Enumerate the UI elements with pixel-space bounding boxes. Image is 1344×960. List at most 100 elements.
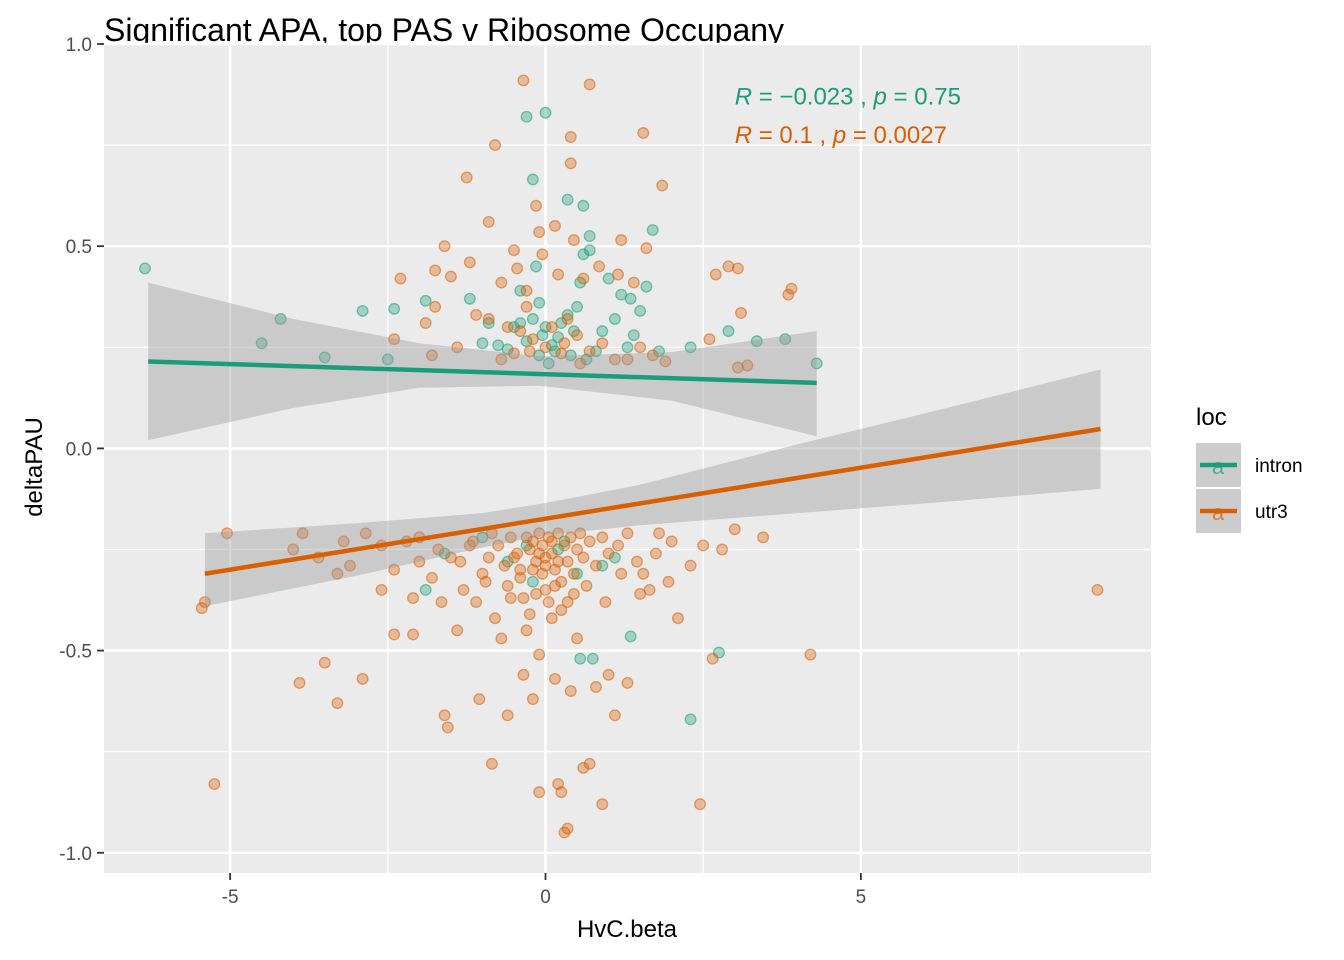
data-point-intron [621,341,634,354]
data-point-utr3 [590,681,602,693]
data-point-intron [779,333,792,346]
x-tick-label: 0 [540,887,551,908]
regression-line-utr3 [204,426,1101,576]
annotation-separator: , [854,84,874,111]
data-point-utr3 [785,282,798,295]
data-point-intron [514,284,527,297]
data-point-utr3 [539,559,552,572]
data-point-utr3 [517,592,530,604]
panel-background [104,44,1151,873]
data-point-utr3 [337,535,350,548]
data-point-utr3 [331,697,344,710]
y-axis-title: deltaPAU [21,417,48,517]
data-point-utr3 [429,300,442,313]
y-tick-label: 0.5 [66,237,92,258]
data-point-utr3 [694,798,706,811]
data-point-intron [608,551,621,564]
data-point-utr3 [296,527,309,540]
data-point-utr3 [526,563,539,576]
data-point-intron [634,304,647,317]
data-point-utr3 [634,588,647,600]
data-point-intron [571,567,583,580]
confidence-band-intron [148,282,817,441]
data-point-utr3 [602,547,615,560]
data-point-utr3 [454,555,467,568]
data-point-intron [627,329,640,342]
data-point-utr3 [520,284,533,297]
data-point-utr3 [426,349,438,362]
data-point-utr3 [567,567,580,580]
data-point-utr3 [530,588,542,600]
data-point-utr3 [615,567,628,580]
data-point-utr3 [558,539,571,552]
data-point-utr3 [539,551,552,564]
regression-line-intron [148,359,817,386]
data-point-utr3 [612,268,624,281]
data-point-utr3 [438,240,451,253]
data-point-intron [552,543,565,556]
data-point-utr3 [501,579,514,592]
data-point-utr3 [467,535,479,548]
data-point-utr3 [593,260,606,273]
data-point-utr3 [208,778,221,790]
legend-label-utr3: utr3 [1255,502,1288,523]
data-point-utr3 [577,551,590,564]
data-point-utr3 [697,539,710,552]
data-point-utr3 [722,260,735,273]
data-point-utr3 [195,602,208,615]
y-tick-label: 1.0 [66,35,92,56]
data-point-utr3 [318,656,331,669]
data-point-utr3 [198,596,211,609]
data-point-intron [561,308,574,321]
data-point-intron [586,652,599,665]
data-point-intron [684,341,697,354]
data-point-utr3 [435,596,448,609]
data-point-utr3 [564,131,577,143]
annotation-p-value: 0.0027 [874,122,947,149]
x-tick-label: -5 [222,887,239,908]
data-point-intron [530,260,542,273]
data-point-utr3 [637,127,650,139]
data-point-utr3 [520,300,533,313]
data-point-utr3 [432,543,445,556]
data-point-intron [356,304,369,317]
data-point-utr3 [608,353,621,366]
data-point-utr3 [574,357,587,370]
legend-label-intron: intron [1255,456,1303,477]
data-point-utr3 [293,676,306,689]
data-point-intron [574,652,587,665]
data-point-intron [590,345,602,358]
data-point-utr3 [508,244,520,257]
data-point-intron [722,325,735,338]
data-point-utr3 [388,563,401,576]
data-point-intron [274,313,287,325]
annotation-equals-sign: = [752,122,779,149]
data-point-intron [318,351,331,364]
x-axis: -5 0 5 [222,873,866,908]
data-point-utr3 [555,786,568,799]
data-point-utr3 [640,242,653,255]
data-point-utr3 [731,262,744,275]
data-point-intron [381,353,394,366]
x-axis-title: HvC.beta [577,916,678,943]
data-point-utr3 [489,612,501,625]
data-point-utr3 [782,288,795,301]
y-tick-label: 0.0 [66,439,92,460]
data-point-utr3 [407,592,420,604]
data-point-utr3 [552,268,565,281]
data-point-intron [139,262,151,275]
data-point-utr3 [444,270,457,283]
data-point-utr3 [621,353,634,366]
data-point-utr3 [413,555,426,568]
data-point-intron [646,224,659,236]
data-point-utr3 [470,596,483,609]
data-point-intron [583,244,596,257]
data-point-utr3 [646,349,659,362]
annotation-r-label: R [735,84,752,111]
data-point-utr3 [571,543,583,556]
data-point-utr3 [1091,583,1104,596]
data-point-utr3 [555,347,568,360]
data-point-utr3 [539,341,552,354]
data-point-utr3 [549,672,561,685]
